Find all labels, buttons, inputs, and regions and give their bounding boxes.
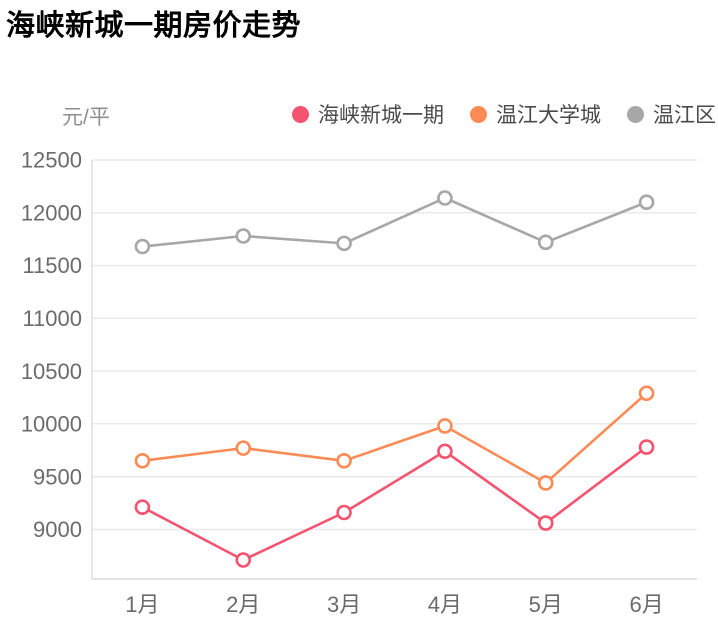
legend-item-label: 海峡新城一期: [318, 104, 444, 127]
data-point-1-2[interactable]: [336, 452, 352, 469]
data-point-2-3[interactable]: [437, 190, 453, 206]
data-point-0-2[interactable]: [336, 504, 352, 521]
data-point-0-3[interactable]: [437, 443, 453, 460]
data-point-1-4[interactable]: [537, 475, 554, 491]
y-tick-label: 11500: [22, 253, 82, 278]
y-tick-label: 12000: [21, 200, 82, 225]
page-title: 海峡新城一期房价走势: [6, 10, 302, 42]
data-point-2-4[interactable]: [537, 234, 554, 251]
x-tick-label: 4月: [428, 592, 462, 617]
data-point-0-5[interactable]: [638, 439, 655, 455]
data-point-2-1[interactable]: [235, 228, 252, 244]
x-tick-label: 3月: [327, 592, 361, 617]
y-tick-label: 9000: [33, 517, 82, 542]
data-point-2-0[interactable]: [134, 238, 151, 255]
series-line-1: [142, 392, 648, 485]
chart-legend: 海峡新城一期 温江大学城 温江区: [292, 99, 716, 129]
legend-item-2[interactable]: 温江区: [627, 99, 716, 129]
legend-dot-icon: [470, 105, 487, 123]
legend-item-1[interactable]: 温江大学城: [470, 99, 601, 129]
data-point-0-0[interactable]: [134, 499, 151, 516]
y-tick-label: 9500: [33, 464, 82, 489]
y-tick-label: 12500: [21, 148, 82, 173]
series-line-2: [142, 196, 648, 248]
data-point-2-2[interactable]: [336, 235, 352, 252]
data-point-1-3[interactable]: [437, 418, 453, 434]
legend-item-label: 温江区: [653, 104, 716, 127]
data-point-0-4[interactable]: [537, 515, 554, 531]
x-tick-label: 2月: [226, 592, 260, 617]
legend-item-label: 温江大学城: [496, 104, 601, 127]
y-tick-label: 11000: [22, 306, 82, 331]
x-tick-label: 1月: [125, 592, 159, 617]
y-tick-label: 10000: [21, 412, 82, 437]
data-point-0-1[interactable]: [235, 552, 252, 568]
data-point-1-5[interactable]: [638, 385, 655, 402]
legend-dot-icon: [292, 105, 309, 123]
x-tick-label: 6月: [629, 592, 663, 617]
legend-dot-icon: [627, 105, 644, 123]
series-line-0: [141, 446, 648, 562]
data-point-1-0[interactable]: [134, 452, 151, 469]
y-tick-label: 10500: [21, 359, 82, 384]
data-point-1-1[interactable]: [235, 440, 252, 456]
y-axis-unit-label: 元/平: [62, 106, 110, 129]
x-tick-label: 5月: [529, 592, 563, 617]
legend-item-0[interactable]: 海峡新城一期: [292, 99, 444, 129]
data-point-2-5[interactable]: [638, 194, 655, 211]
